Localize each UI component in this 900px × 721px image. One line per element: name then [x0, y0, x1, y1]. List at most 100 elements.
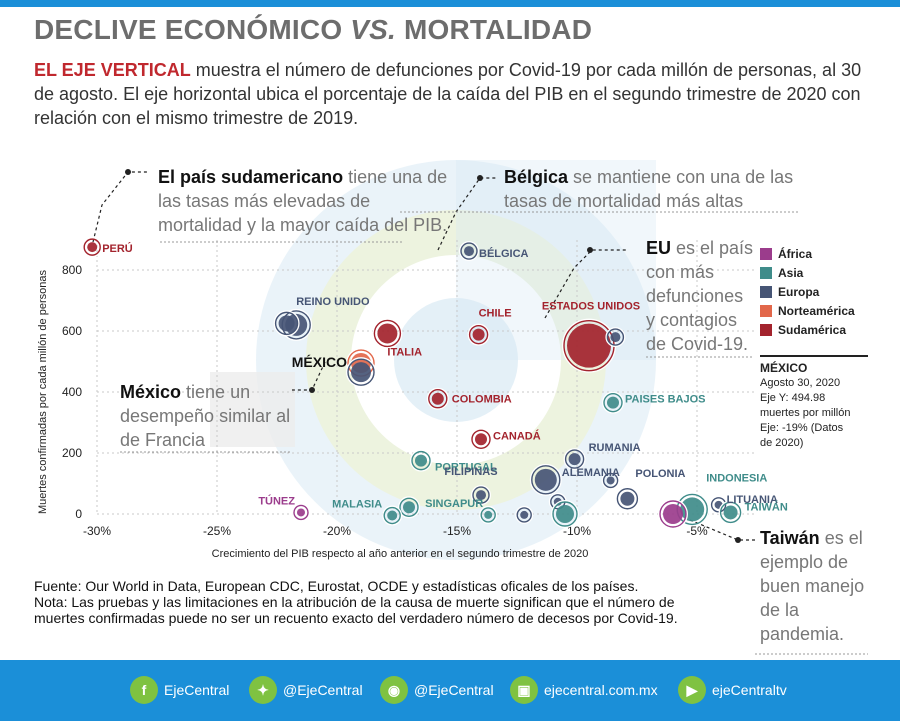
mexico-box-line: Agosto 30, 2020: [760, 377, 841, 389]
source-notes: Fuente: Our World in Data, European CDC,…: [34, 578, 694, 626]
mexico-box-line: muertes por millón: [760, 407, 851, 419]
mexico-box-line: Eje: -19% (Datos: [760, 422, 844, 434]
annotation-peru-text: tiene una de las tasas más elevadas de m…: [158, 167, 448, 235]
annotation-peru-bold: El país sudamericano: [158, 167, 344, 187]
point-halo: [615, 486, 640, 511]
x-axis-label: Crecimiento del PIB respecto al año ante…: [212, 548, 589, 560]
point-label: SINGAPUR: [425, 498, 483, 510]
youtube-link[interactable]: ▶ ejeCentraltv: [678, 676, 787, 704]
youtube-label: ejeCentraltv: [712, 682, 787, 698]
point-ring: [472, 486, 490, 504]
point-ring: [347, 358, 375, 386]
data-point: [475, 433, 487, 446]
point-halo: [372, 318, 403, 349]
location-link[interactable]: ◉ @EjeCentral: [380, 676, 494, 704]
facebook-icon: f: [130, 676, 158, 704]
website-label: ejecentral.com.mx: [544, 682, 658, 698]
legend-item: Norteamérica: [760, 301, 855, 320]
point-ring: [274, 311, 299, 336]
note-text: Nota: Las pruebas y las limitaciones en …: [34, 594, 678, 626]
annotation-belgica-bold: Bélgica: [504, 167, 569, 187]
point-label: COLOMBIA: [452, 394, 512, 406]
data-point: [387, 510, 398, 521]
legend-item: Sudamérica: [760, 320, 855, 339]
point-label: PAISES BAJOS: [625, 394, 706, 406]
y-tick-label: 200: [62, 446, 82, 460]
point-label: CHILE: [479, 308, 512, 320]
annotation-leaders: [92, 169, 868, 655]
intro-text: EL EJE VERTICAL muestra el número de def…: [34, 58, 874, 130]
point-halo: [467, 323, 490, 346]
point-ring: [383, 506, 401, 525]
legend-label: Norteamérica: [778, 303, 855, 318]
mexico-info-box: MÉXICO Agosto 30, 2020 Eje Y: 494.98 mue…: [760, 355, 868, 451]
data-point: [484, 510, 493, 519]
data-point: [520, 510, 529, 519]
data-point: [476, 490, 486, 501]
point-label: CANADÁ: [493, 429, 541, 442]
point-halo: [382, 505, 403, 526]
annotation-taiwan: Taiwán es el ejemplo de buen manejo de l…: [760, 526, 870, 646]
annotation-belgica: Bélgica se mantiene con una de las tasas…: [504, 165, 804, 213]
point-halo: [471, 485, 491, 506]
point-halo: [529, 463, 562, 496]
point-label: FILIPINAS: [444, 466, 497, 478]
top-accent-bar: [0, 0, 900, 7]
point-label: BÉLGICA: [479, 247, 529, 260]
intro-rest: muestra el número de defunciones por Cov…: [34, 60, 862, 128]
twitter-label: @EjeCentral: [283, 682, 363, 698]
point-halo: [459, 241, 479, 262]
mexico-box-title: MÉXICO: [760, 361, 808, 375]
point-halo: [605, 327, 626, 348]
annotation-eu: EU es el país con más defunciones y cont…: [646, 236, 754, 356]
point-ring: [659, 500, 687, 528]
point-label: PERÚ: [102, 242, 133, 255]
data-point: [297, 508, 305, 517]
legend-item: Europa: [760, 282, 855, 301]
point-halo: [602, 391, 624, 414]
facebook-link[interactable]: f EjeCentral: [130, 676, 229, 704]
point-halo: [398, 496, 420, 519]
point-ring: [602, 472, 619, 489]
location-pin-icon: ◉: [380, 676, 408, 704]
point-ring: [616, 488, 639, 510]
data-point: [610, 332, 621, 343]
title-part-a: DECLIVE ECONÓMICO: [34, 14, 351, 45]
point-label: INDONESIA: [706, 472, 767, 484]
point-halo: [273, 310, 300, 337]
data-point: [568, 453, 581, 466]
point-halo: [426, 387, 449, 410]
point-label: ALEMANIA: [562, 467, 620, 479]
y-tick-label: 800: [62, 263, 82, 277]
data-point: [431, 392, 444, 405]
point-ring: [516, 507, 532, 523]
legend-label: Europa: [778, 284, 820, 299]
data-point: [472, 328, 485, 341]
point-halo: [601, 471, 620, 490]
facebook-label: EjeCentral: [164, 682, 230, 698]
point-halo: [563, 448, 586, 471]
point-ring: [428, 389, 448, 409]
point-halo: [470, 428, 492, 451]
twitter-link[interactable]: ✦ @EjeCentral: [249, 676, 363, 704]
x-tick-label: -30%: [83, 524, 111, 538]
point-label: LITUANIA: [727, 494, 778, 506]
y-tick-label: 600: [62, 324, 82, 338]
website-link[interactable]: ▣ ejecentral.com.mx: [510, 676, 658, 704]
point-halo: [658, 499, 688, 529]
data-point: [607, 396, 619, 409]
point-ring: [468, 324, 489, 345]
data-point: [620, 491, 635, 506]
point-ring: [471, 429, 491, 449]
annotation-taiwan-text: es el ejemplo de buen manejo de la pande…: [760, 528, 865, 644]
data-point: [680, 497, 705, 522]
annotation-eu-text: es el país con más defunciones y contagi…: [646, 238, 754, 354]
data-point: [403, 501, 415, 514]
data-point: [606, 476, 615, 485]
x-tick-label: -5%: [686, 524, 708, 538]
data-point: [87, 242, 98, 253]
point-ring: [531, 465, 561, 495]
annotation-mexico: México tiene un desempeño similar al de …: [120, 380, 300, 452]
scatter-chart: 0 200 400 600 800 -30% -25% -20% -15% -10% -5% PER…: [37, 160, 868, 655]
point-ring: [603, 392, 623, 413]
